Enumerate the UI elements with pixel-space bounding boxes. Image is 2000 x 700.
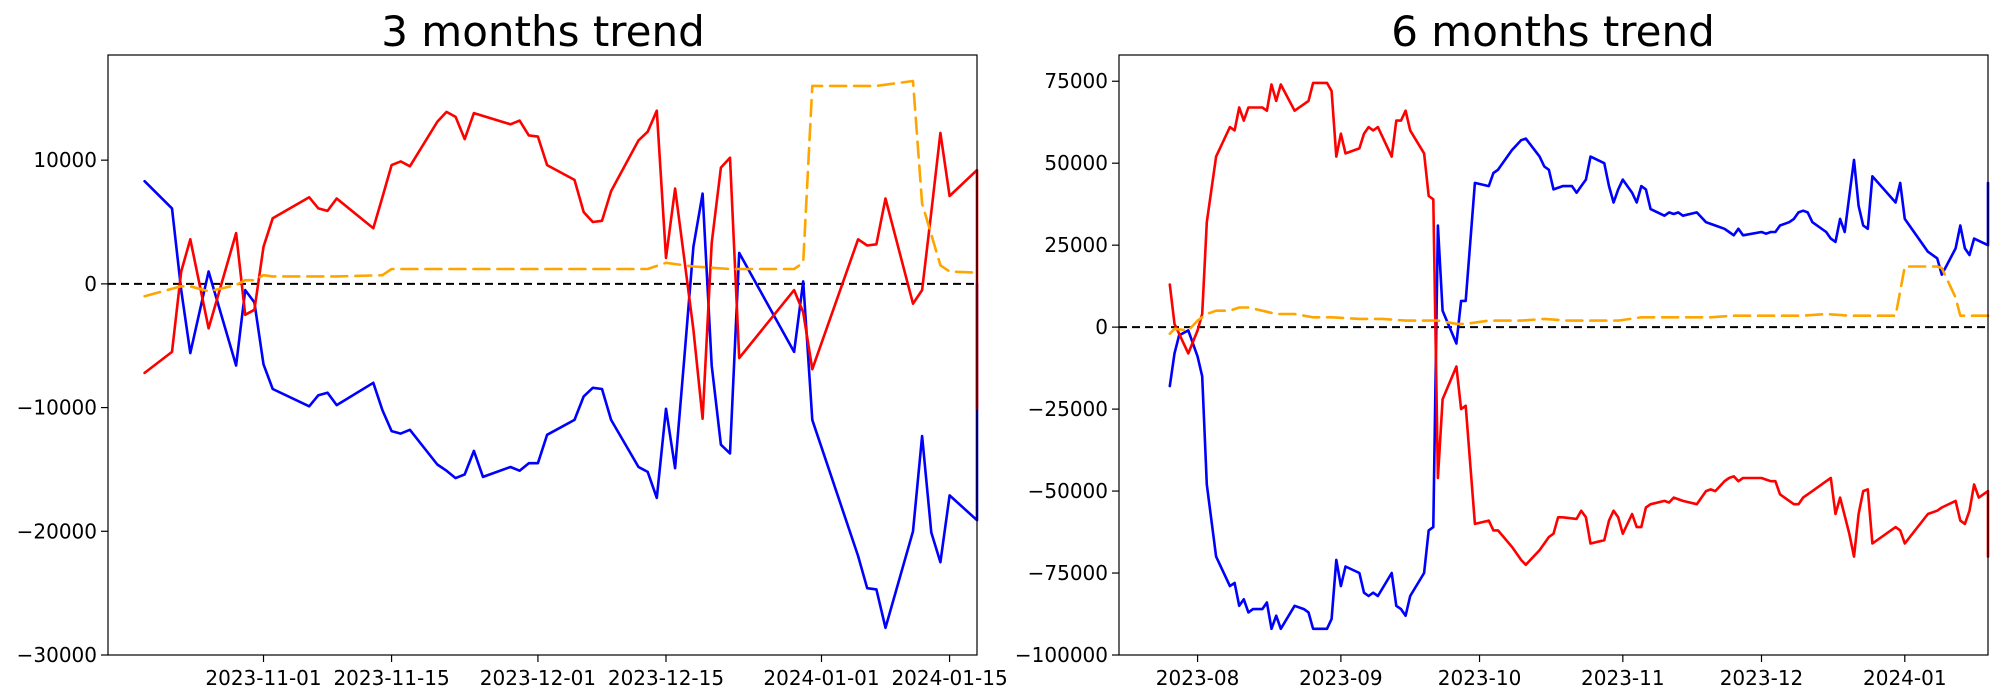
x-tick-label: 2023-10 <box>1438 666 1522 690</box>
series-layer <box>143 79 979 630</box>
y-tick-label: 0 <box>84 272 97 296</box>
y-tick-label: −30000 <box>17 643 97 667</box>
series-line-3 <box>143 79 979 298</box>
y-tick-label: 0 <box>1095 315 1108 339</box>
x-tick-label: 2023-11 <box>1581 666 1665 690</box>
series-line-1 <box>1168 137 1990 631</box>
y-tick-label: −20000 <box>17 519 97 543</box>
y-tick-label: −50000 <box>1028 479 1108 503</box>
plot-frame <box>1118 54 1989 656</box>
y-tick-label: −25000 <box>1028 397 1108 421</box>
y-tick-label: 25000 <box>1044 233 1108 257</box>
series-layer <box>1168 81 1990 631</box>
x-tick-label: 2023-12 <box>1720 666 1804 690</box>
plot-frame <box>107 54 978 656</box>
x-tick-label: 2024-01 <box>1863 666 1947 690</box>
tick-layer: −30000 −20000 −10000 0 10000 2023-11-01 2023-1… <box>17 148 1008 690</box>
series-line-2 <box>1168 81 1990 567</box>
chart-3-months: 3 months trend −30000 −20000 −10000 0 10000 2… <box>17 7 1008 690</box>
chart-title: 6 months trend <box>1391 7 1715 56</box>
y-tick-label: 75000 <box>1044 69 1108 93</box>
y-tick-label: 50000 <box>1044 151 1108 175</box>
x-tick-label: 2023-11-15 <box>333 666 449 690</box>
x-tick-label: 2023-12-15 <box>608 666 724 690</box>
series-line-1 <box>143 179 979 630</box>
chart-6-months: 6 months trend −100000 −75000 −50000 −25000… <box>1015 7 1990 690</box>
y-tick-label: −75000 <box>1028 561 1108 585</box>
x-tick-label: 2024-01-01 <box>763 666 879 690</box>
series-line-2 <box>143 109 979 421</box>
chart-title: 3 months trend <box>381 7 705 56</box>
tick-layer: −100000 −75000 −50000 −25000 0 25000 50000 7500… <box>1015 69 1947 690</box>
y-tick-label: −100000 <box>1015 643 1108 667</box>
x-tick-label: 2023-08 <box>1156 666 1240 690</box>
series-line-3 <box>1168 265 1990 336</box>
y-tick-label: −10000 <box>17 396 97 420</box>
x-tick-label: 2023-09 <box>1299 666 1383 690</box>
x-tick-label: 2023-11-01 <box>205 666 321 690</box>
x-tick-label: 2024-01-15 <box>891 666 1007 690</box>
y-tick-label: 10000 <box>33 148 97 172</box>
x-tick-label: 2023-12-01 <box>480 666 596 690</box>
